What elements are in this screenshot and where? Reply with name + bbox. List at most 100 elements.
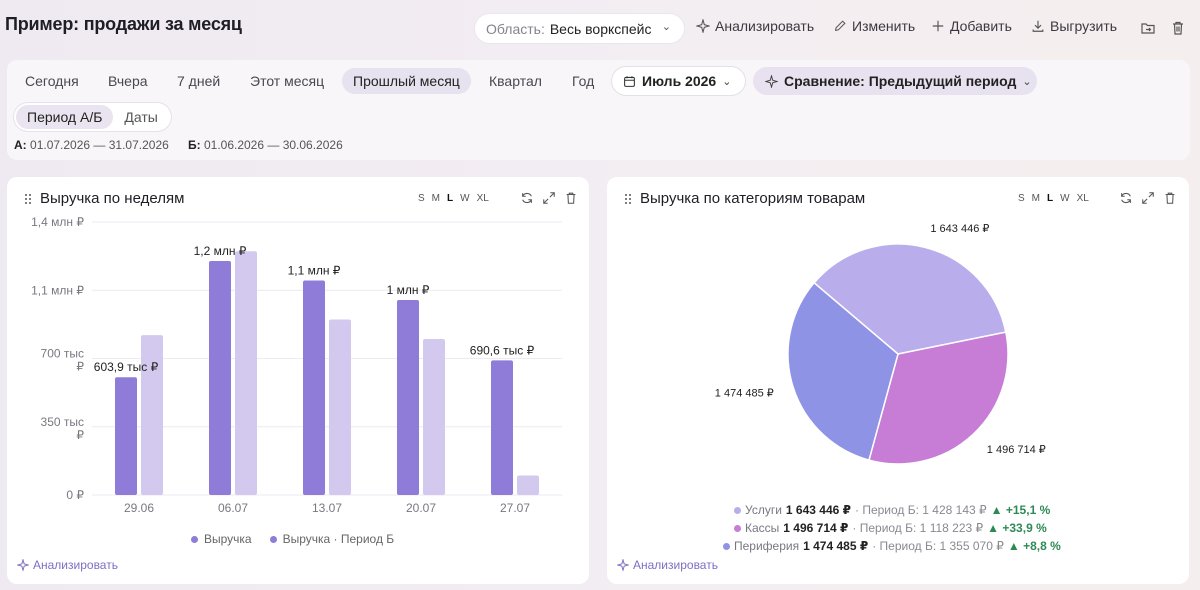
mode-period-ab[interactable]: Период А/Б	[16, 105, 114, 129]
size-s[interactable]: S	[1018, 193, 1025, 204]
scope-select[interactable]: Область: Весь воркспейс ⌄	[475, 14, 684, 43]
slice-value-label: 1 643 446 ₽	[930, 223, 989, 235]
legend-swatch-kassy	[734, 524, 741, 532]
size-w[interactable]: W	[1060, 193, 1070, 204]
widget-analyze-link[interactable]: Анализировать	[17, 558, 118, 572]
move-to-folder-icon[interactable]	[1140, 20, 1156, 36]
bar-revenue	[397, 300, 419, 495]
y-tick-label: ₽	[76, 360, 84, 374]
expand-icon[interactable]	[1141, 191, 1155, 205]
size-s[interactable]: S	[418, 193, 425, 204]
range-a-value: 01.07.2026 — 31.07.2026	[30, 138, 169, 152]
trash-icon[interactable]	[564, 191, 578, 205]
tab-year[interactable]: Год	[572, 73, 595, 89]
bar-chart: 0 ₽350 тыс₽700 тыс₽1,1 млн ₽1,4 млн ₽603…	[31, 215, 562, 515]
x-tick-label: 29.06	[124, 501, 154, 515]
trash-icon[interactable]	[1170, 20, 1186, 36]
range-b-value: 01.06.2026 — 30.06.2026	[203, 138, 343, 152]
legend-delta: ▲ +33,9 %	[987, 521, 1047, 535]
legend-name: Услуги	[745, 503, 782, 517]
analyze-button[interactable]: Анализировать	[696, 18, 814, 34]
sparkle-icon	[17, 559, 29, 571]
calendar-icon	[624, 75, 635, 87]
tab-quarter[interactable]: Квартал	[489, 73, 542, 89]
range-a: А: 01.07.2026 — 31.07.2026	[14, 138, 169, 152]
refresh-icon[interactable]	[1119, 191, 1133, 205]
legend-value: 1 643 446 ₽	[785, 503, 851, 517]
comparison-select[interactable]: Сравнение: Предыдущий период ⌄	[753, 67, 1037, 95]
pie-legend-item: Периферия 1 474 485 ₽ · Период Б: 1 355 …	[723, 539, 1061, 553]
chevron-down-icon: ⌄	[661, 21, 671, 33]
add-button[interactable]: Добавить	[931, 18, 1012, 34]
legend-value: 1 474 485 ₽	[803, 539, 869, 553]
scope-value: Весь воркспейс	[549, 20, 652, 37]
bar-revenue	[115, 377, 137, 495]
size-l[interactable]: L	[1047, 193, 1054, 204]
data-label: 1,2 млн ₽	[194, 244, 247, 258]
size-w[interactable]: W	[460, 193, 470, 204]
bar-revenue-period-b	[423, 339, 445, 495]
sparkle-icon	[696, 19, 710, 33]
analyze-link-label: Анализировать	[633, 558, 718, 572]
size-m[interactable]: M	[431, 193, 441, 204]
category-revenue-widget: Выручка по категориям товарам S M L W XL…	[607, 177, 1189, 584]
trash-icon[interactable]	[1163, 191, 1177, 205]
size-xl[interactable]: XL	[476, 193, 489, 204]
data-label: 1 млн ₽	[387, 283, 430, 297]
widget-tools	[1119, 191, 1177, 205]
drag-handle-icon[interactable]	[624, 193, 632, 205]
tab-7-days[interactable]: 7 дней	[177, 73, 221, 89]
add-label: Добавить	[950, 18, 1012, 34]
range-a-label: А:	[14, 138, 27, 152]
chart-legend: Выручка Выручка · Период Б	[191, 532, 394, 546]
legend-revenue: Выручка	[204, 532, 252, 546]
pie-slice	[787, 281, 899, 462]
expand-icon[interactable]	[542, 191, 556, 205]
bar-revenue	[491, 360, 513, 495]
widget-title: Выручка по неделям	[40, 190, 185, 207]
tab-yesterday[interactable]: Вчера	[108, 73, 148, 89]
tab-today[interactable]: Сегодня	[25, 73, 79, 89]
page-title: Пример: продажи за месяц	[5, 14, 242, 34]
y-tick-label: ₽	[76, 428, 84, 442]
bar-revenue-period-b	[329, 319, 351, 495]
widget-title: Выручка по категориям товарам	[640, 190, 866, 207]
pie-slice	[813, 243, 1007, 355]
pie-legend-item: Услуги 1 643 446 ₽ · Период Б: 1 428 143…	[734, 503, 1050, 517]
month-picker[interactable]: Июль 2026 ⌄	[612, 67, 745, 95]
export-button[interactable]: Выгрузить	[1031, 18, 1117, 34]
range-b-label: Б:	[188, 138, 201, 152]
size-l[interactable]: L	[447, 193, 454, 204]
x-tick-label: 20.07	[406, 501, 436, 515]
legend-name: Периферия	[734, 539, 800, 553]
drag-handle-icon[interactable]	[24, 193, 32, 205]
comparison-value: Сравнение: Предыдущий период	[784, 73, 1017, 89]
y-tick-label: 700 тыс	[41, 347, 84, 361]
export-label: Выгрузить	[1050, 18, 1118, 34]
legend-swatch-services	[734, 506, 741, 514]
legend-swatch-periphery	[723, 542, 730, 550]
bar-revenue-period-b	[517, 475, 539, 495]
plus-icon	[932, 20, 944, 32]
bar-revenue	[303, 280, 325, 495]
month-picker-value: Июль 2026	[642, 73, 717, 89]
bar-revenue-period-b	[235, 251, 257, 495]
refresh-icon[interactable]	[520, 191, 534, 205]
x-tick-label: 06.07	[218, 501, 248, 515]
tab-this-month[interactable]: Этот месяц	[250, 73, 325, 89]
size-m[interactable]: M	[1031, 193, 1041, 204]
tab-last-month[interactable]: Прошлый месяц	[342, 68, 471, 94]
size-xl[interactable]: XL	[1076, 193, 1089, 204]
mode-dates[interactable]: Даты	[124, 109, 158, 125]
legend-name: Кассы	[745, 521, 780, 535]
analyze-link-label: Анализировать	[33, 558, 118, 572]
edit-button[interactable]: Изменить	[833, 18, 915, 34]
y-tick-label: 1,4 млн ₽	[31, 215, 84, 229]
widget-analyze-link[interactable]: Анализировать	[617, 558, 718, 572]
legend-period-b: · Период Б: 1 428 143 ₽	[854, 503, 987, 517]
bar-revenue-period-b	[141, 335, 163, 495]
compare-mode-toggle: Период А/Б Даты	[14, 103, 171, 131]
filter-bar: Сегодня Вчера 7 дней Этот месяц Прошлый …	[7, 60, 1190, 160]
legend-period-b: · Период Б: 1 118 223 ₽	[852, 521, 984, 535]
sparkle-icon	[617, 559, 629, 571]
